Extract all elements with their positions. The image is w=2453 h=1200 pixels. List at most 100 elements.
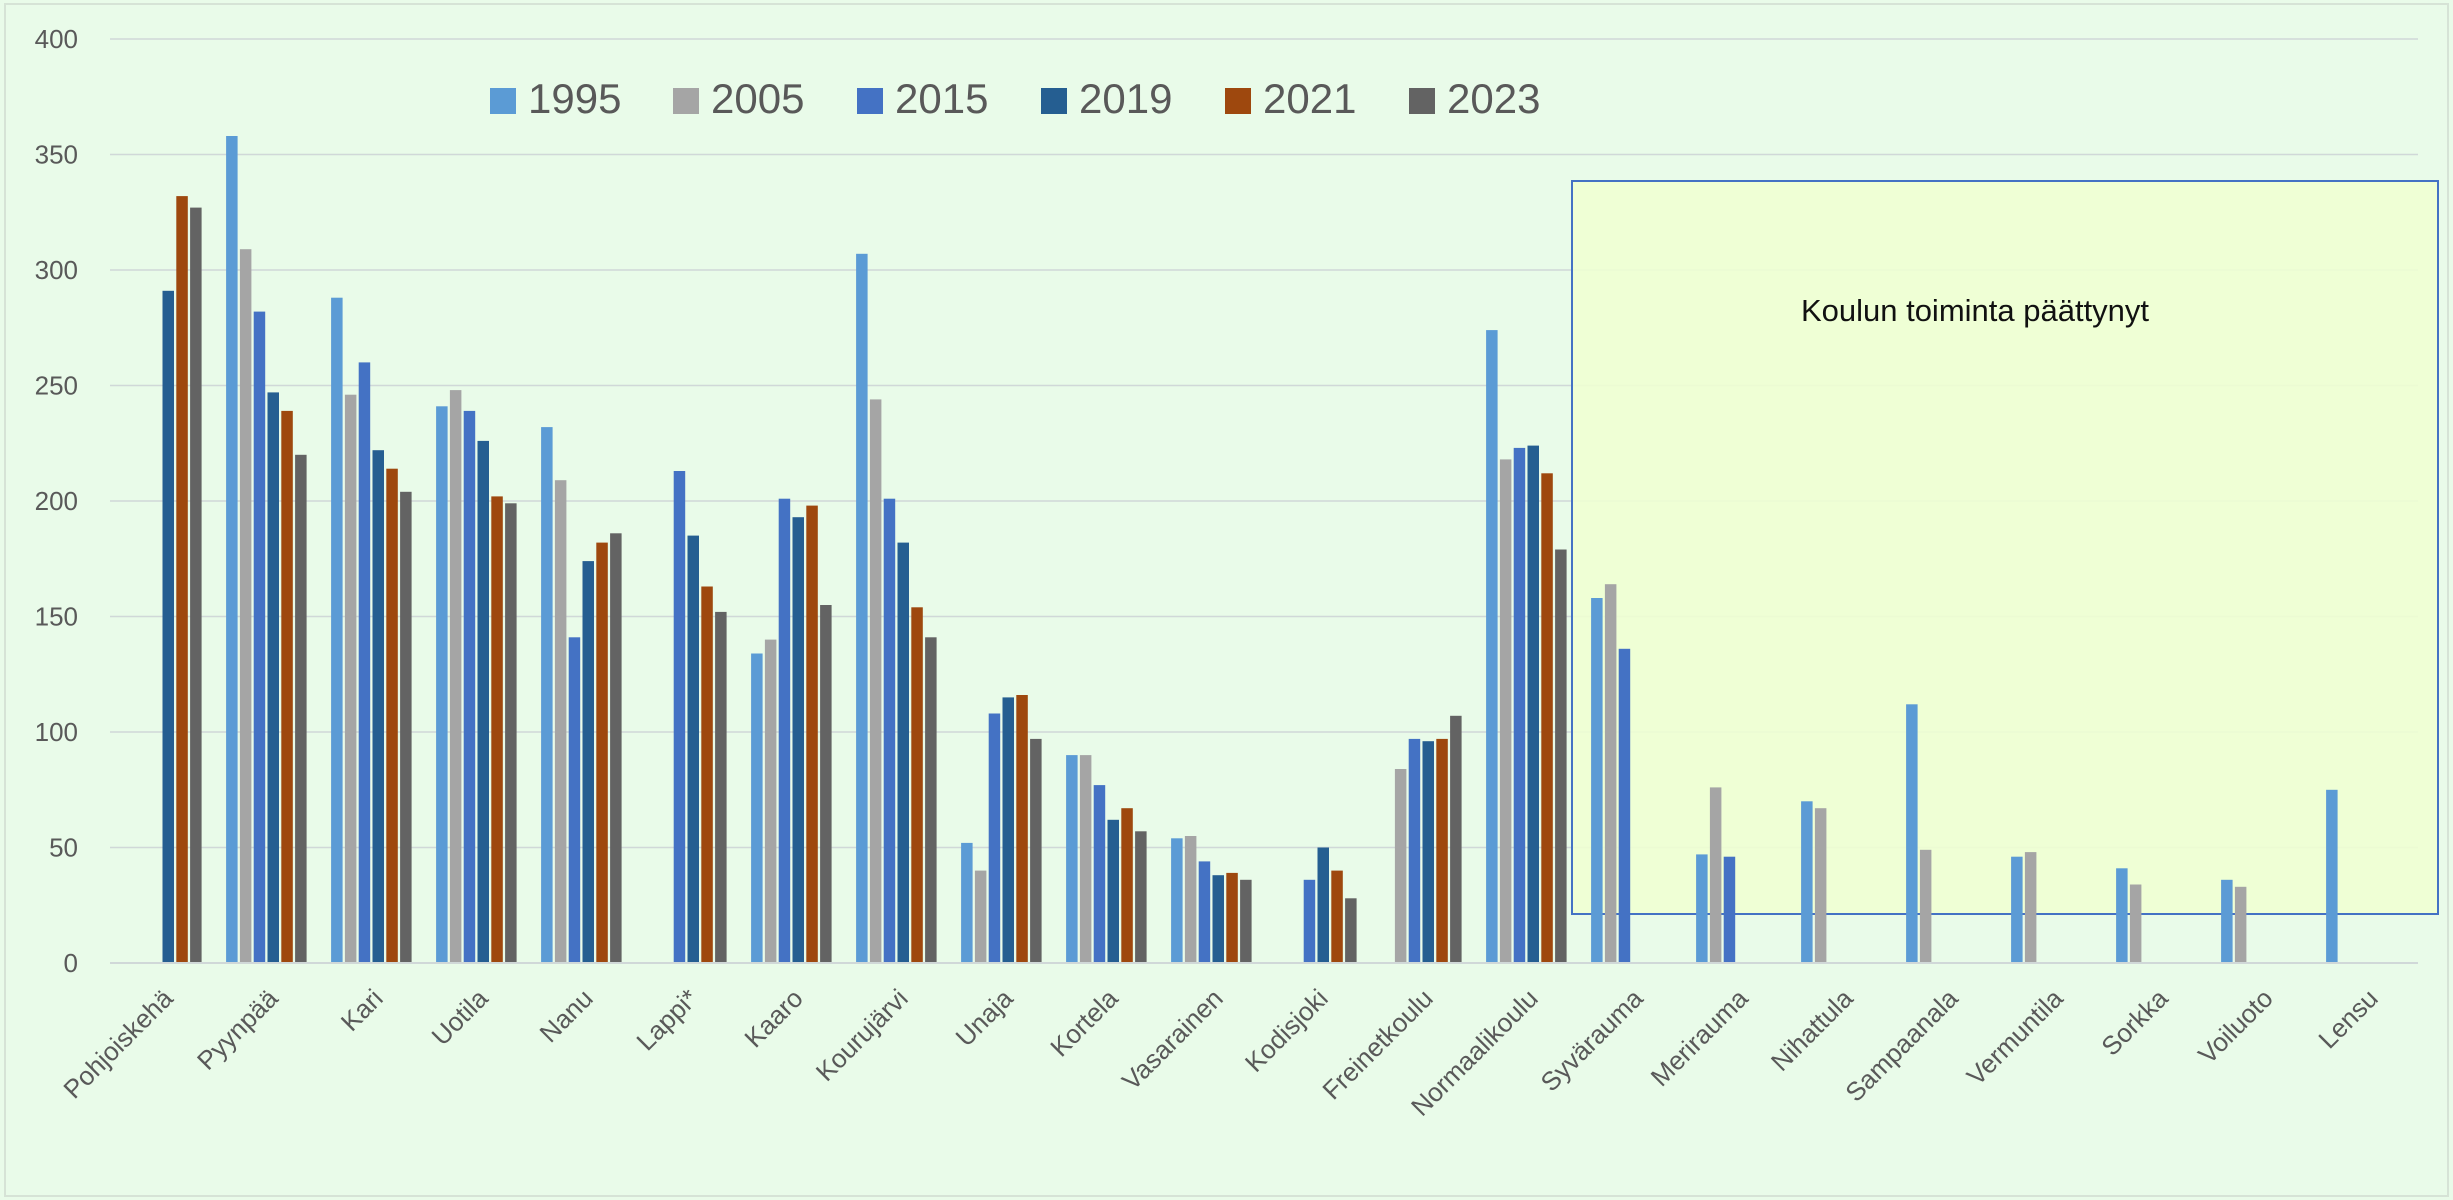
bar	[1066, 755, 1078, 963]
legend-swatch	[857, 88, 883, 114]
bars	[162, 136, 2338, 964]
bar	[701, 586, 713, 963]
y-tick-label: 150	[35, 602, 78, 632]
bar	[610, 533, 622, 963]
bar	[1079, 755, 1092, 963]
legend-label: 2019	[1079, 75, 1172, 122]
legend-swatch	[673, 88, 699, 114]
bar	[2326, 789, 2338, 964]
bar	[2024, 852, 2037, 963]
y-tick-label: 50	[49, 833, 78, 863]
bar	[162, 290, 174, 963]
bar	[344, 394, 357, 963]
bar	[1723, 856, 1736, 963]
bar	[1919, 849, 1932, 963]
y-tick-label: 0	[64, 948, 78, 978]
bar	[2221, 879, 2233, 963]
bar	[897, 542, 909, 963]
y-tick-label: 100	[35, 717, 78, 747]
bar	[1394, 769, 1407, 963]
bar	[1016, 695, 1028, 963]
bar	[988, 713, 1001, 963]
bar	[449, 390, 462, 964]
bar	[806, 505, 818, 963]
bar	[1527, 445, 1539, 964]
bar	[1513, 447, 1526, 963]
bar	[2129, 884, 2142, 963]
bar	[1226, 872, 1238, 963]
bar	[505, 503, 517, 963]
bar	[1030, 738, 1042, 963]
legend-swatch	[1041, 88, 1067, 114]
bar	[751, 653, 763, 963]
bar	[778, 498, 791, 963]
bar	[239, 249, 252, 963]
bar	[281, 410, 293, 963]
bar	[1486, 330, 1498, 964]
legend-label: 1995	[528, 75, 621, 122]
bar	[400, 491, 412, 963]
annotation-text: Koulun toiminta päättynyt	[1801, 293, 2149, 328]
chart-border	[4, 3, 2449, 1197]
legend-swatch	[1225, 88, 1251, 114]
bar	[372, 450, 384, 963]
bar	[295, 454, 307, 963]
bar	[1345, 898, 1357, 963]
y-tick-label: 400	[35, 24, 78, 54]
bar	[1184, 836, 1197, 963]
bar	[2234, 886, 2247, 963]
bar	[1604, 584, 1617, 963]
bar	[541, 427, 553, 964]
bar	[1801, 801, 1813, 963]
legend-swatch	[1409, 88, 1435, 114]
bar	[1107, 819, 1119, 963]
bar	[1541, 473, 1553, 963]
legend-label: 2023	[1447, 75, 1540, 122]
bar	[331, 297, 343, 963]
bar	[1450, 715, 1462, 963]
bar	[1436, 738, 1448, 963]
y-tick-label: 300	[35, 255, 78, 285]
bar	[1303, 879, 1316, 963]
bar	[358, 362, 371, 963]
y-tick-label: 250	[35, 371, 78, 401]
legend: 1995 2005 2015 2019 2021 2023	[490, 75, 1540, 122]
bar	[961, 842, 973, 963]
bar	[1002, 697, 1014, 963]
bar	[582, 561, 594, 963]
bar	[1906, 704, 1918, 963]
bar	[1555, 549, 1567, 963]
bar	[2116, 868, 2128, 963]
bar	[386, 468, 398, 963]
bar	[1814, 808, 1827, 963]
bar	[176, 196, 188, 964]
bar	[1696, 854, 1708, 963]
bar	[2011, 856, 2023, 963]
y-tick-label: 200	[35, 486, 78, 516]
annotation-box	[1571, 180, 2439, 915]
bar	[1499, 459, 1512, 963]
bar	[477, 440, 489, 963]
bar	[1240, 879, 1252, 963]
bar	[715, 611, 727, 963]
bar	[1212, 875, 1224, 963]
bar	[1591, 598, 1603, 963]
bar	[820, 605, 832, 963]
bar	[1709, 787, 1722, 963]
bar	[764, 639, 777, 963]
y-tick-label: 350	[35, 140, 78, 170]
bar	[226, 136, 238, 963]
legend-label: 2021	[1263, 75, 1356, 122]
bar	[1135, 831, 1147, 963]
bar	[568, 637, 581, 963]
bar	[673, 471, 686, 963]
bar	[554, 480, 567, 963]
bar	[491, 496, 503, 963]
bar	[883, 498, 896, 963]
bar	[974, 870, 987, 963]
bar	[253, 311, 266, 964]
bar	[687, 535, 699, 963]
bar	[792, 517, 804, 963]
bar	[267, 392, 279, 963]
